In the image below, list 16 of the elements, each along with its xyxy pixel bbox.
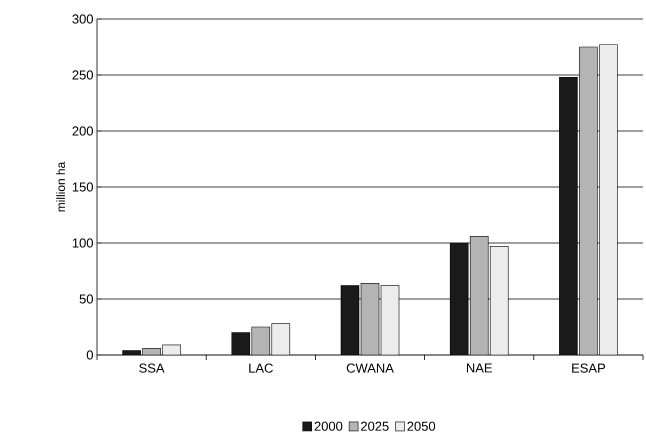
x-tick-label: ESAP xyxy=(572,364,605,373)
y-axis-title: million ha xyxy=(56,162,66,212)
x-tick-label: NAE xyxy=(466,364,492,372)
y-tick-label: 100 xyxy=(72,238,93,248)
x-tick-label: LAC xyxy=(249,364,273,373)
y-tick-label: 150 xyxy=(72,182,93,192)
x-tick-label: CWANA xyxy=(346,364,394,373)
y-tick-label: 250 xyxy=(72,70,93,80)
y-tick-label: 300 xyxy=(72,14,93,24)
y-tick-label: 0 xyxy=(86,350,93,360)
legend-label: 2050 xyxy=(407,422,436,431)
y-tick-label: 200 xyxy=(72,126,93,136)
y-tick-label: 50 xyxy=(80,294,93,304)
legend-label: 2025 xyxy=(361,422,389,431)
x-tick-label: SSA xyxy=(139,364,165,373)
legend-label: 2000 xyxy=(314,422,342,431)
